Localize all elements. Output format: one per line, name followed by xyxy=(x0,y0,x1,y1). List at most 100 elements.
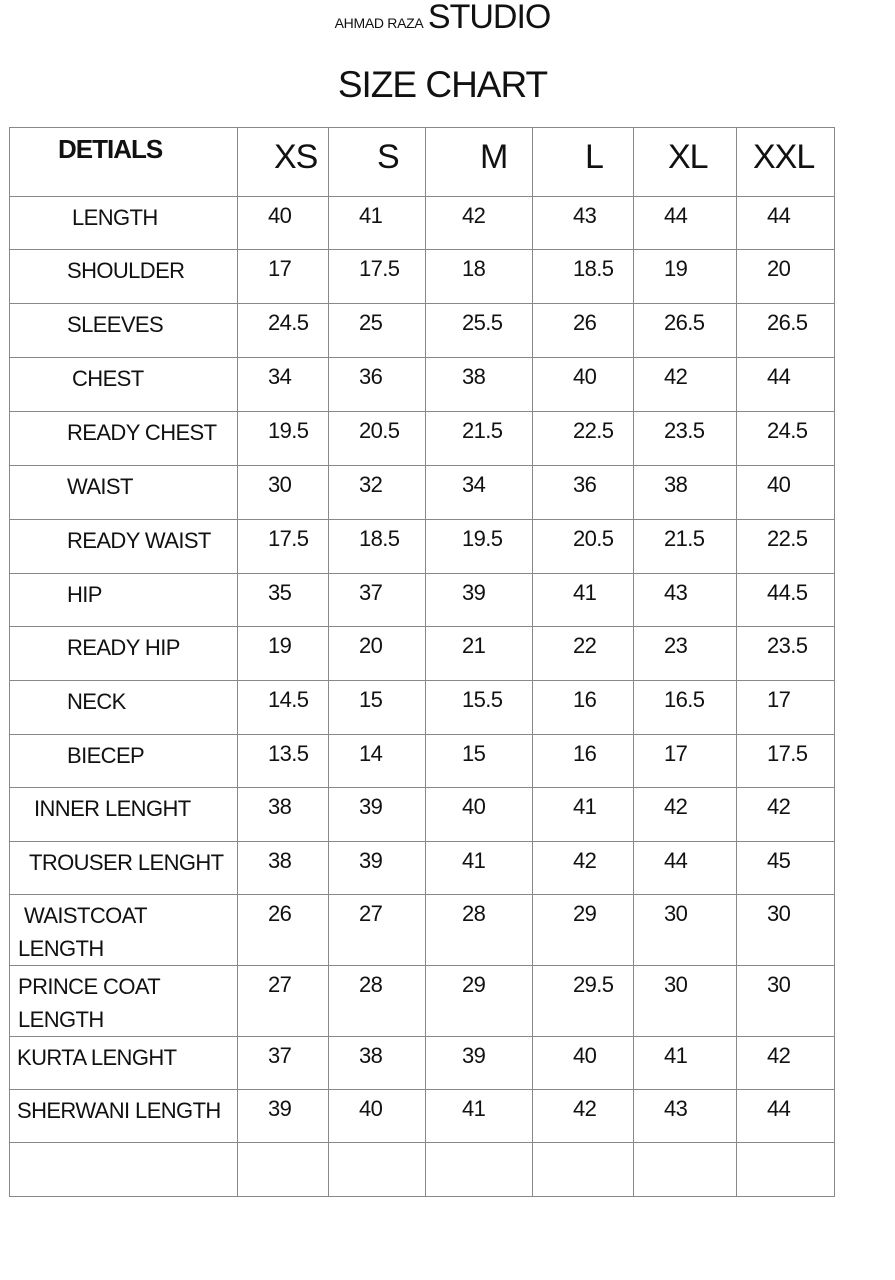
row-label: SLEEVES xyxy=(9,303,238,358)
row-label: SHERWANI LENGTH xyxy=(9,1089,238,1143)
cell-xxl: 40 xyxy=(736,465,835,520)
cell-m: 19.5 xyxy=(425,519,533,574)
cell-l xyxy=(532,1142,634,1197)
row-label xyxy=(9,1142,238,1197)
cell-xl: 42 xyxy=(633,787,737,842)
cell-xxl: 44.5 xyxy=(736,573,835,627)
column-header-details: DETIALS xyxy=(9,127,238,197)
cell-xxl: 45 xyxy=(736,841,835,895)
row-label: NECK xyxy=(9,680,238,735)
table-row: BIECEP 13.5 14 15 16 17 17.5 xyxy=(9,734,835,788)
cell-xs: 30 xyxy=(237,465,329,520)
row-label: HIP xyxy=(9,573,238,627)
cell-l: 43 xyxy=(532,196,634,250)
cell-xs: 38 xyxy=(237,841,329,895)
column-header-xl: XL xyxy=(633,127,737,197)
cell-l: 41 xyxy=(532,573,634,627)
cell-xl: 23 xyxy=(633,626,737,681)
cell-xl: 26.5 xyxy=(633,303,737,358)
table-row: SHERWANI LENGTH 39 40 41 42 43 44 xyxy=(9,1089,835,1143)
cell-m: 34 xyxy=(425,465,533,520)
cell-xs: 35 xyxy=(237,573,329,627)
row-label: PRINCE COAT LENGTH xyxy=(9,965,238,1037)
cell-s xyxy=(328,1142,426,1197)
cell-xs: 14.5 xyxy=(237,680,329,735)
cell-s: 38 xyxy=(328,1036,426,1090)
cell-xl xyxy=(633,1142,737,1197)
cell-xl: 38 xyxy=(633,465,737,520)
cell-xl: 19 xyxy=(633,249,737,304)
cell-l: 20.5 xyxy=(532,519,634,574)
table-row xyxy=(9,1142,835,1197)
cell-s: 25 xyxy=(328,303,426,358)
cell-s: 41 xyxy=(328,196,426,250)
cell-xl: 43 xyxy=(633,573,737,627)
table-row: KURTA LENGHT 37 38 39 40 41 42 xyxy=(9,1036,835,1090)
header-row: DETIALS XS S M L XL XXL xyxy=(9,127,835,197)
cell-l: 18.5 xyxy=(532,249,634,304)
cell-xxl: 44 xyxy=(736,1089,835,1143)
table-row: HIP 35 37 39 41 43 44.5 xyxy=(9,573,835,627)
cell-xxl: 42 xyxy=(736,1036,835,1090)
table-row: CHEST 34 36 38 40 42 44 xyxy=(9,357,835,412)
row-label: WAISTCOAT LENGTH xyxy=(9,894,238,966)
cell-m: 40 xyxy=(425,787,533,842)
cell-xxl: 24.5 xyxy=(736,411,835,466)
cell-xxl: 44 xyxy=(736,357,835,412)
size-chart-table: DETIALS XS S M L XL XXL LENGTH 40 41 42 43 44 44 SHO… xyxy=(9,127,835,1197)
brand-logo: AHMAD RAZA STUDIO xyxy=(0,0,885,34)
row-label: READY WAIST xyxy=(9,519,238,574)
cell-l: 16 xyxy=(532,734,634,788)
cell-xl: 43 xyxy=(633,1089,737,1143)
column-header-s: S xyxy=(328,127,426,197)
cell-s: 37 xyxy=(328,573,426,627)
column-header-xxl: XXL xyxy=(736,127,835,197)
row-label: CHEST xyxy=(9,357,238,412)
row-label: BIECEP xyxy=(9,734,238,788)
table-row: LENGTH 40 41 42 43 44 44 xyxy=(9,196,835,250)
cell-xxl: 26.5 xyxy=(736,303,835,358)
cell-m: 28 xyxy=(425,894,533,966)
cell-s: 32 xyxy=(328,465,426,520)
cell-xs: 13.5 xyxy=(237,734,329,788)
row-label: READY CHEST xyxy=(9,411,238,466)
cell-s: 28 xyxy=(328,965,426,1037)
cell-s: 14 xyxy=(328,734,426,788)
cell-l: 22 xyxy=(532,626,634,681)
cell-l: 40 xyxy=(532,1036,634,1090)
cell-l: 29 xyxy=(532,894,634,966)
cell-xs: 26 xyxy=(237,894,329,966)
row-label: INNER LENGHT xyxy=(9,787,238,842)
cell-xxl xyxy=(736,1142,835,1197)
cell-m: 38 xyxy=(425,357,533,412)
cell-m: 21 xyxy=(425,626,533,681)
table-row: TROUSER LENGHT 38 39 41 42 44 45 xyxy=(9,841,835,895)
cell-s: 27 xyxy=(328,894,426,966)
cell-l: 22.5 xyxy=(532,411,634,466)
cell-s: 39 xyxy=(328,787,426,842)
cell-xxl: 22.5 xyxy=(736,519,835,574)
row-label: TROUSER LENGHT xyxy=(9,841,238,895)
cell-l: 26 xyxy=(532,303,634,358)
cell-s: 18.5 xyxy=(328,519,426,574)
cell-m: 39 xyxy=(425,573,533,627)
brand-name: STUDIO xyxy=(427,0,551,36)
brand-prefix: AHMAD RAZA xyxy=(334,15,424,31)
cell-l: 16 xyxy=(532,680,634,735)
cell-s: 20 xyxy=(328,626,426,681)
cell-m: 42 xyxy=(425,196,533,250)
cell-xs: 37 xyxy=(237,1036,329,1090)
cell-xs: 24.5 xyxy=(237,303,329,358)
column-header-m: M xyxy=(425,127,533,197)
table-row: READY CHEST 19.5 20.5 21.5 22.5 23.5 24.5 xyxy=(9,411,835,466)
cell-xs: 19.5 xyxy=(237,411,329,466)
cell-s: 15 xyxy=(328,680,426,735)
cell-xxl: 17.5 xyxy=(736,734,835,788)
cell-xxl: 30 xyxy=(736,894,835,966)
cell-xxl: 42 xyxy=(736,787,835,842)
cell-xl: 30 xyxy=(633,965,737,1037)
table-row: INNER LENGHT 38 39 40 41 42 42 xyxy=(9,787,835,842)
cell-xs: 39 xyxy=(237,1089,329,1143)
cell-m: 29 xyxy=(425,965,533,1037)
cell-m xyxy=(425,1142,533,1197)
